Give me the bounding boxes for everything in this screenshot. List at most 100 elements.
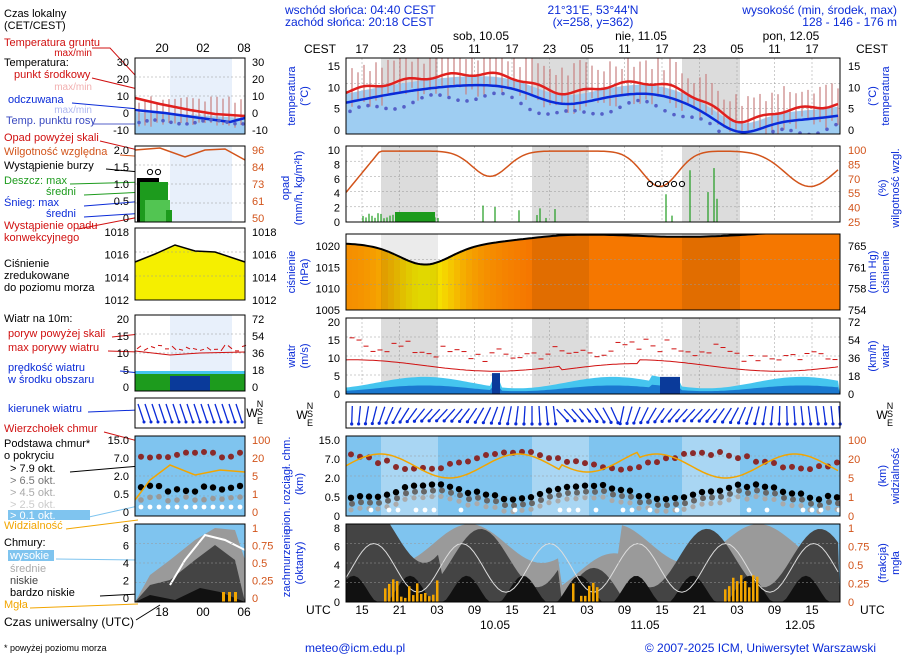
wind-arrow-head [625,422,628,425]
legend: Czas lokalny (CET/CEST) Temperatura grun… [4,8,134,653]
grid-point-text: (x=258, y=362) [553,15,634,29]
cloud-base-79 [582,482,588,488]
cloud-base-tick-left: 0 [334,511,340,523]
cloud-base-79 [744,484,750,490]
humidity-tick-right: 70 [848,174,860,186]
cest-tick: 05 [430,42,444,56]
small-fog-tick-right: 0.75 [252,541,273,553]
pressure-column [778,233,784,310]
visibility-tick-right: 0 [848,511,854,523]
utc-tick: 09 [618,603,632,617]
small-cb-tick-left: 2.0 [114,471,129,483]
cloud-top-dot [348,451,354,457]
dew-point-dot [834,123,838,127]
legend-cl-low: niskie [10,575,38,587]
footer-email[interactable]: meteo@icm.edu.pl [305,641,405,655]
cloud-base-65 [664,502,670,508]
small-humidity-tick-right: 73 [252,179,264,191]
cloud-base-45 [357,506,362,511]
small-pressure-tick-left: 1016 [105,250,129,262]
small-temp-tick-left: 30 [117,57,129,69]
cloud-base-79 [645,493,651,499]
cloud-base-45 [582,495,587,500]
small-dew-dot [153,118,157,122]
cloud-base-79 [726,485,732,491]
fog-axis-label: mgła [890,550,902,575]
wind-tick-right: 54 [848,335,860,347]
wind-arrow-head [391,421,394,424]
cloud-top-dot [699,450,705,456]
pressure-column [484,244,490,310]
cloud-base-axis-label: (km) [294,473,306,495]
wind-tick-left: 0 [334,389,340,401]
cloud-base-79 [348,495,354,501]
small-cl-tick-left: 6 [123,541,129,553]
wind-arrow-head [809,422,812,425]
small-pressure-tick-right: 1014 [252,272,276,284]
pressure-column [496,242,502,310]
small-vis-tick-right: 1 [252,489,258,501]
legend-wind-mean: prędkość wiatru [8,362,85,374]
dew-point-dot [483,94,487,98]
cloud-base-01 [513,508,518,513]
utc-tick: 15 [355,603,369,617]
cloud-base-65 [547,494,553,500]
cloud-base-79 [708,488,714,494]
dew-point-dot [537,111,541,115]
small-temperature-panel [135,58,245,134]
dew-point-dot [780,128,784,132]
small-cb-tick-left: 0 [123,507,129,519]
small-cl-tick-left: 2 [123,576,129,588]
cloud-base-45 [393,502,398,507]
cloud-top-dot [744,453,750,459]
pressure-axis-label-right: (mm Hg) [867,251,879,294]
wind-arrow-head [745,422,748,425]
cloud-base-79 [420,482,426,488]
wind-axis-label: (m/s) [299,343,311,368]
dew-point-dot [636,99,640,103]
cloud-top-dot [402,466,408,472]
pressure-column [826,232,832,310]
utc-tick: 09 [768,603,782,617]
small-cloud-base-panel [135,436,245,516]
small-cloud-base-2 [228,495,234,501]
cloud-base-79 [465,490,471,496]
wind-arrow-head [566,419,569,422]
header: wschód słońca: 04:40 CEST zachód słońca:… [284,3,897,29]
pressure-column [784,232,790,310]
wind-arrow-head [384,421,387,424]
cloud-base-tick-left: 7.0 [325,454,340,466]
cloud-base-79 [384,492,390,498]
cloud-base-45 [636,506,641,511]
fog-bar [416,583,419,602]
pressure-column [628,236,634,310]
small-cloud-base [219,486,225,492]
cest-tick: 11 [468,42,481,56]
small-fog-bar [222,592,225,602]
pressure-column [622,235,628,310]
precip-tick-left: 4 [334,188,340,200]
cloud-base-79 [663,496,669,502]
cloud-base-45 [744,496,749,501]
cloud-base-45 [573,496,578,501]
fog-bar [396,581,399,602]
pressure-column [448,256,454,310]
legend-pressure-2: zredukowane [4,270,69,282]
pressure-tick-left: 1005 [316,305,340,317]
cloud-base-45 [402,497,407,502]
small-cloud-base-3 [166,505,171,510]
pressure-axis-label: ciśnienie [286,251,298,294]
elevation-values: 128 - 146 - 176 m [802,15,897,29]
fog-axis-label: (frakcja) [877,543,889,583]
dew-point-dot [465,99,469,103]
wind-tick-right: 0 [848,389,854,401]
day-top-label: pon, 12.05 [763,29,820,43]
pressure-tick-right: 765 [848,241,866,253]
cloud-base-01 [387,508,392,513]
cest-tick: 05 [580,42,594,56]
wind-arrow-head [713,420,716,423]
cloud-base-01 [747,508,752,513]
small-precip-tick-left: 1.0 [114,179,129,191]
small-wind-arrow-head [150,421,153,424]
